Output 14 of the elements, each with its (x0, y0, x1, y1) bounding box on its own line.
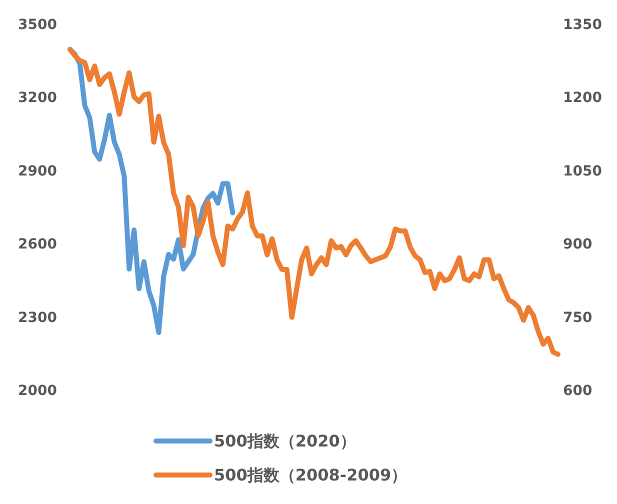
y-tick-label: 2600 (18, 236, 58, 253)
y2-tick-label: 1200 (563, 90, 602, 106)
y-tick-label: 3200 (18, 90, 58, 106)
y-tick-label: 2300 (18, 310, 58, 326)
y2-tick-label: 1050 (563, 163, 602, 180)
y-tick-label: 2900 (18, 163, 58, 180)
y2-tick-label: 600 (563, 383, 592, 399)
y2-tick-label: 900 (563, 236, 592, 253)
y-tick-label: 3500 (18, 17, 58, 33)
y2-tick-label: 750 (563, 310, 592, 326)
legend-label: 500指数（2008-2009） (214, 466, 408, 484)
legend-label: 500指数（2020） (214, 432, 356, 450)
y2-tick-label: 1350 (563, 17, 602, 33)
y-tick-label: 2000 (18, 383, 58, 399)
